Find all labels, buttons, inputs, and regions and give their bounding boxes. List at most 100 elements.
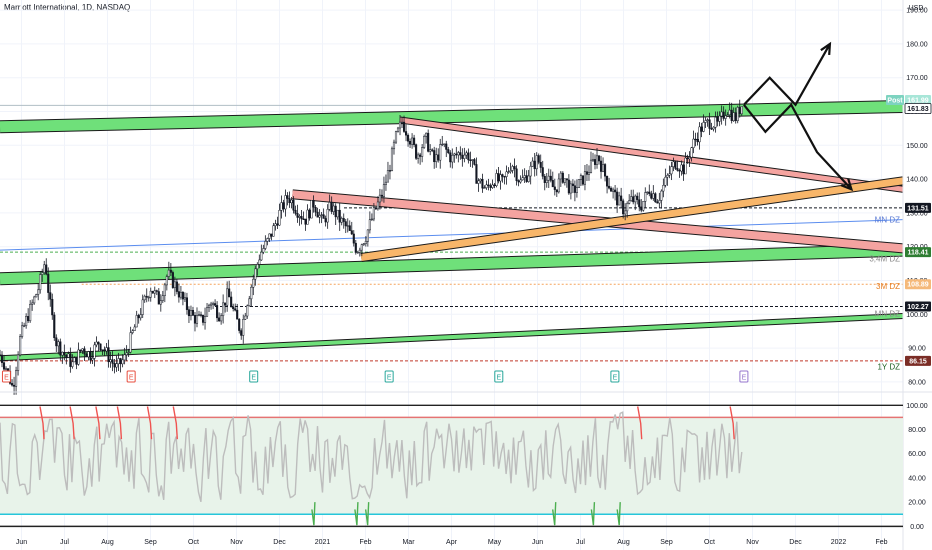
candle-body xyxy=(125,352,128,356)
candle-body xyxy=(551,180,554,188)
candle-body xyxy=(533,160,536,170)
candle-body xyxy=(320,214,323,216)
overbought-mark xyxy=(729,406,735,440)
green-channel xyxy=(0,313,904,361)
candle-body xyxy=(133,326,136,331)
oscillator-axis: 100.00 80.00 60.00 40.00 20.00 0.00 xyxy=(906,403,928,531)
oversold-mark xyxy=(354,502,359,526)
time-tick-label: May xyxy=(488,539,502,546)
candle-body xyxy=(646,191,649,194)
price-badge-text: 108.89 xyxy=(907,282,929,289)
candle-body xyxy=(521,177,524,181)
candle-body xyxy=(706,119,709,121)
time-axis[interactable]: Jun Jul Aug Sep Oct Nov Dec 2021 Feb Mar Apr May Jun… xyxy=(16,539,888,546)
candle-body xyxy=(398,121,402,129)
chart-title: Marriott International, 1D, NASDAQ xyxy=(4,3,130,12)
time-tick-label: Jun xyxy=(16,539,27,546)
candle-body xyxy=(386,170,390,183)
earnings-badge xyxy=(1,370,11,383)
candle-body xyxy=(632,196,635,203)
candle-body xyxy=(350,230,353,235)
candle-body xyxy=(523,175,526,178)
candle-body xyxy=(431,149,434,151)
price-tick-label: 140.00 xyxy=(906,177,928,184)
candle-body xyxy=(648,191,651,195)
price-tick-label: 90.00 xyxy=(908,346,926,353)
candle-body xyxy=(503,176,506,178)
candle-body xyxy=(662,185,665,192)
candle-body xyxy=(288,198,291,204)
candle-body xyxy=(680,164,683,172)
candle-body xyxy=(222,302,225,317)
candle-body xyxy=(654,193,657,203)
candle-body xyxy=(41,272,44,275)
oscillator-tick-label: 60.00 xyxy=(908,451,926,458)
candle-body xyxy=(660,190,663,201)
candle-body xyxy=(272,225,275,237)
candle-body xyxy=(539,162,542,168)
candle-body xyxy=(726,114,729,116)
candle-body xyxy=(157,291,160,305)
candle-body xyxy=(197,314,201,316)
stochastic-oscillator xyxy=(0,404,903,528)
overbought-mark xyxy=(95,406,101,440)
candle-body xyxy=(111,359,114,364)
overbought-mark xyxy=(146,406,153,440)
candle-body xyxy=(189,310,193,317)
candle-body xyxy=(724,115,727,119)
trend-channels xyxy=(0,99,904,362)
candle-body xyxy=(296,213,299,218)
candle-body xyxy=(332,205,335,212)
red-channel xyxy=(399,117,904,192)
candle-body xyxy=(338,209,341,223)
candle-body xyxy=(425,132,428,137)
candle-body xyxy=(308,209,311,219)
candle-body xyxy=(358,249,361,253)
candle-body xyxy=(163,284,166,296)
candle-body xyxy=(137,315,140,319)
candle-body xyxy=(618,195,621,206)
candle-body xyxy=(13,384,16,387)
candle-body xyxy=(497,173,500,182)
candle-body xyxy=(143,295,146,301)
candle-body xyxy=(429,149,432,152)
candle-body xyxy=(330,202,333,212)
candle-body xyxy=(644,192,647,202)
candle-body xyxy=(577,179,580,188)
candle-body xyxy=(27,316,30,322)
candle-body xyxy=(668,173,671,176)
candle-body xyxy=(21,325,24,337)
candle-body xyxy=(109,359,112,363)
oscillator-tick-label: 40.00 xyxy=(908,475,926,482)
candle-body xyxy=(352,233,355,244)
candle-body xyxy=(121,359,124,365)
candle-body xyxy=(437,154,440,161)
time-tick-label: 2022 xyxy=(831,539,847,546)
candle-body xyxy=(652,193,655,199)
candle-body xyxy=(55,337,58,347)
candle-body xyxy=(656,201,659,204)
candle-body xyxy=(642,201,645,211)
zone-labels: MN DZ 3,4M DZ 3M DZ MN DZ 1Y DZ xyxy=(869,216,900,372)
candle-body xyxy=(302,218,305,220)
candle-body xyxy=(507,171,510,173)
candle-body xyxy=(587,172,591,175)
candle-body xyxy=(73,357,76,363)
candle-body xyxy=(559,172,562,180)
candle-body xyxy=(81,348,84,351)
candle-body xyxy=(678,170,681,172)
candle-body xyxy=(624,210,627,215)
candle-body xyxy=(71,361,74,367)
price-tick-label: 100.00 xyxy=(906,312,928,319)
earnings-label: E xyxy=(129,375,134,382)
candle-body xyxy=(720,111,723,117)
candle-body xyxy=(378,194,381,203)
candle-body xyxy=(19,336,22,356)
candle-body xyxy=(205,307,209,317)
candle-body xyxy=(298,216,301,218)
earnings-badge xyxy=(494,370,504,383)
candle-body xyxy=(473,159,476,165)
candle-body xyxy=(336,209,339,218)
oversold-mark xyxy=(552,502,557,526)
